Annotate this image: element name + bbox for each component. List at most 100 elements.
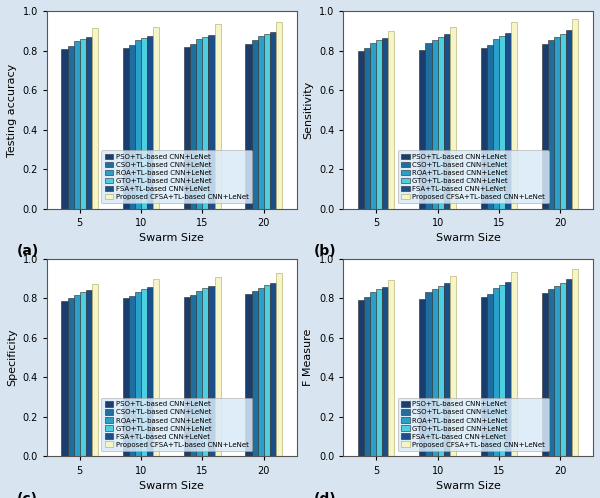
Bar: [123, 48, 129, 209]
Bar: [560, 34, 566, 209]
Bar: [431, 40, 437, 209]
Bar: [505, 282, 511, 457]
Bar: [196, 39, 202, 209]
Bar: [487, 45, 493, 209]
Y-axis label: Specificity: Specificity: [7, 329, 17, 386]
Y-axis label: F Measure: F Measure: [304, 329, 313, 386]
Bar: [493, 39, 499, 209]
Legend: PSO+TL-based CNN+LeNet, CSO+TL-based CNN+LeNet, ROA+TL-based CNN+LeNet, GTO+TL-b: PSO+TL-based CNN+LeNet, CSO+TL-based CNN…: [101, 398, 252, 451]
Bar: [382, 38, 388, 209]
Bar: [80, 292, 86, 457]
Bar: [370, 292, 376, 457]
Bar: [481, 296, 487, 457]
Bar: [419, 50, 425, 209]
Bar: [74, 41, 80, 209]
Text: (d): (d): [313, 492, 336, 498]
Bar: [61, 300, 68, 457]
Bar: [141, 38, 147, 209]
Bar: [202, 288, 208, 457]
Legend: PSO+TL-based CNN+LeNet, CSO+TL-based CNN+LeNet, ROA+TL-based CNN+LeNet, GTO+TL-b: PSO+TL-based CNN+LeNet, CSO+TL-based CNN…: [398, 398, 549, 451]
Bar: [196, 291, 202, 457]
Bar: [376, 289, 382, 457]
Bar: [251, 291, 257, 457]
Bar: [135, 40, 141, 209]
Bar: [92, 284, 98, 457]
X-axis label: Swarm Size: Swarm Size: [436, 481, 500, 491]
Bar: [370, 43, 376, 209]
Bar: [437, 37, 443, 209]
Bar: [560, 283, 566, 457]
X-axis label: Swarm Size: Swarm Size: [139, 481, 204, 491]
Bar: [264, 285, 270, 457]
Bar: [481, 48, 487, 209]
Legend: PSO+TL-based CNN+LeNet, CSO+TL-based CNN+LeNet, ROA+TL-based CNN+LeNet, GTO+TL-b: PSO+TL-based CNN+LeNet, CSO+TL-based CNN…: [101, 150, 252, 203]
Bar: [364, 48, 370, 209]
Bar: [572, 19, 578, 209]
Bar: [153, 27, 159, 209]
Bar: [511, 22, 517, 209]
Bar: [276, 22, 282, 209]
Bar: [548, 289, 554, 457]
Bar: [450, 27, 456, 209]
Bar: [129, 45, 135, 209]
Bar: [542, 293, 548, 457]
Text: (a): (a): [17, 245, 39, 258]
Bar: [443, 283, 450, 457]
Legend: PSO+TL-based CNN+LeNet, CSO+TL-based CNN+LeNet, ROA+TL-based CNN+LeNet, GTO+TL-b: PSO+TL-based CNN+LeNet, CSO+TL-based CNN…: [398, 150, 549, 203]
X-axis label: Swarm Size: Swarm Size: [139, 234, 204, 244]
Bar: [376, 40, 382, 209]
Bar: [264, 34, 270, 209]
Bar: [358, 50, 364, 209]
Bar: [505, 33, 511, 209]
Bar: [184, 296, 190, 457]
Bar: [202, 37, 208, 209]
Bar: [74, 295, 80, 457]
Bar: [147, 287, 153, 457]
Bar: [245, 44, 251, 209]
Bar: [190, 44, 196, 209]
Bar: [499, 36, 505, 209]
X-axis label: Swarm Size: Swarm Size: [436, 234, 500, 244]
Bar: [554, 286, 560, 457]
Y-axis label: Sensitivity: Sensitivity: [304, 81, 313, 139]
Bar: [431, 289, 437, 457]
Bar: [215, 24, 221, 209]
Bar: [382, 287, 388, 457]
Bar: [61, 48, 68, 209]
Bar: [92, 28, 98, 209]
Bar: [425, 292, 431, 457]
Bar: [437, 286, 443, 457]
Bar: [493, 288, 499, 457]
Bar: [141, 289, 147, 457]
Bar: [245, 294, 251, 457]
Bar: [511, 272, 517, 457]
Bar: [68, 46, 74, 209]
Bar: [251, 40, 257, 209]
Bar: [388, 31, 394, 209]
Bar: [208, 35, 215, 209]
Bar: [554, 37, 560, 209]
Bar: [388, 280, 394, 457]
Bar: [80, 39, 86, 209]
Bar: [419, 298, 425, 457]
Bar: [487, 294, 493, 457]
Bar: [566, 279, 572, 457]
Bar: [135, 292, 141, 457]
Bar: [208, 286, 215, 457]
Text: (b): (b): [313, 245, 336, 258]
Bar: [364, 296, 370, 457]
Bar: [257, 36, 264, 209]
Text: (c): (c): [17, 492, 38, 498]
Bar: [86, 290, 92, 457]
Bar: [542, 44, 548, 209]
Bar: [257, 288, 264, 457]
Bar: [68, 297, 74, 457]
Bar: [129, 296, 135, 457]
Bar: [215, 277, 221, 457]
Y-axis label: Testing accuracy: Testing accuracy: [7, 63, 17, 156]
Bar: [425, 43, 431, 209]
Bar: [270, 32, 276, 209]
Bar: [499, 285, 505, 457]
Bar: [153, 279, 159, 457]
Bar: [548, 40, 554, 209]
